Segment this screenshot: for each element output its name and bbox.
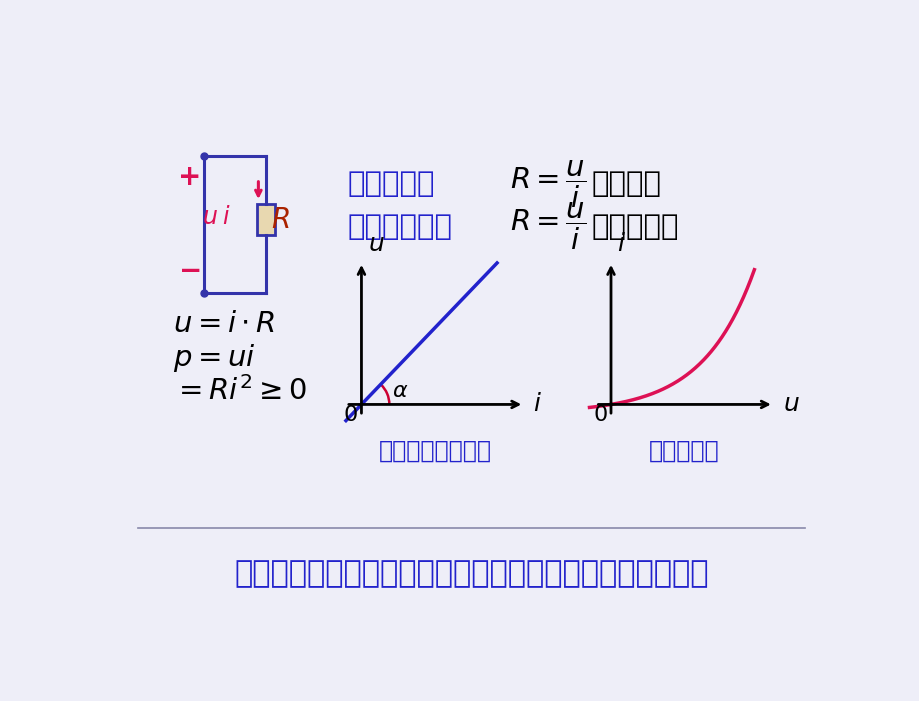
Text: $u$: $u$ xyxy=(368,232,384,256)
Text: $\alpha$: $\alpha$ xyxy=(391,381,408,400)
Text: $u = i \cdot R$: $u = i \cdot R$ xyxy=(173,310,275,338)
Text: 非线性电阻：: 非线性电阻： xyxy=(347,212,452,240)
Text: $p = ui$: $p = ui$ xyxy=(173,342,255,374)
Text: $i$: $i$ xyxy=(533,393,541,416)
Text: −: − xyxy=(178,257,201,285)
Text: 非线性电阻: 非线性电阻 xyxy=(649,439,720,463)
Text: 线性电阻伏安特性: 线性电阻伏安特性 xyxy=(378,439,491,463)
Text: $u$: $u$ xyxy=(202,205,218,229)
Text: 0: 0 xyxy=(593,405,607,426)
Text: $u$: $u$ xyxy=(782,393,799,416)
Text: $i$: $i$ xyxy=(221,205,230,229)
Text: 线性电阻：: 线性电阻： xyxy=(347,170,435,198)
Text: $R = \dfrac{u}{i}$: $R = \dfrac{u}{i}$ xyxy=(510,201,586,252)
FancyBboxPatch shape xyxy=(256,204,275,235)
Text: 不是个常数: 不是个常数 xyxy=(591,212,678,240)
Text: 0: 0 xyxy=(343,405,357,426)
Text: $R = \dfrac{u}{i}$: $R = \dfrac{u}{i}$ xyxy=(510,158,586,210)
Text: +: + xyxy=(178,163,201,191)
Text: $= Ri^{2} \geq 0$: $= Ri^{2} \geq 0$ xyxy=(173,376,307,407)
Text: 电阵元件是耗能元件，从电源吸收的电能全部转换为热能。: 电阵元件是耗能元件，从电源吸收的电能全部转换为热能。 xyxy=(234,559,708,588)
Text: $R$: $R$ xyxy=(270,205,289,233)
Text: $i$: $i$ xyxy=(617,232,625,256)
Text: 是个常数: 是个常数 xyxy=(591,170,661,198)
